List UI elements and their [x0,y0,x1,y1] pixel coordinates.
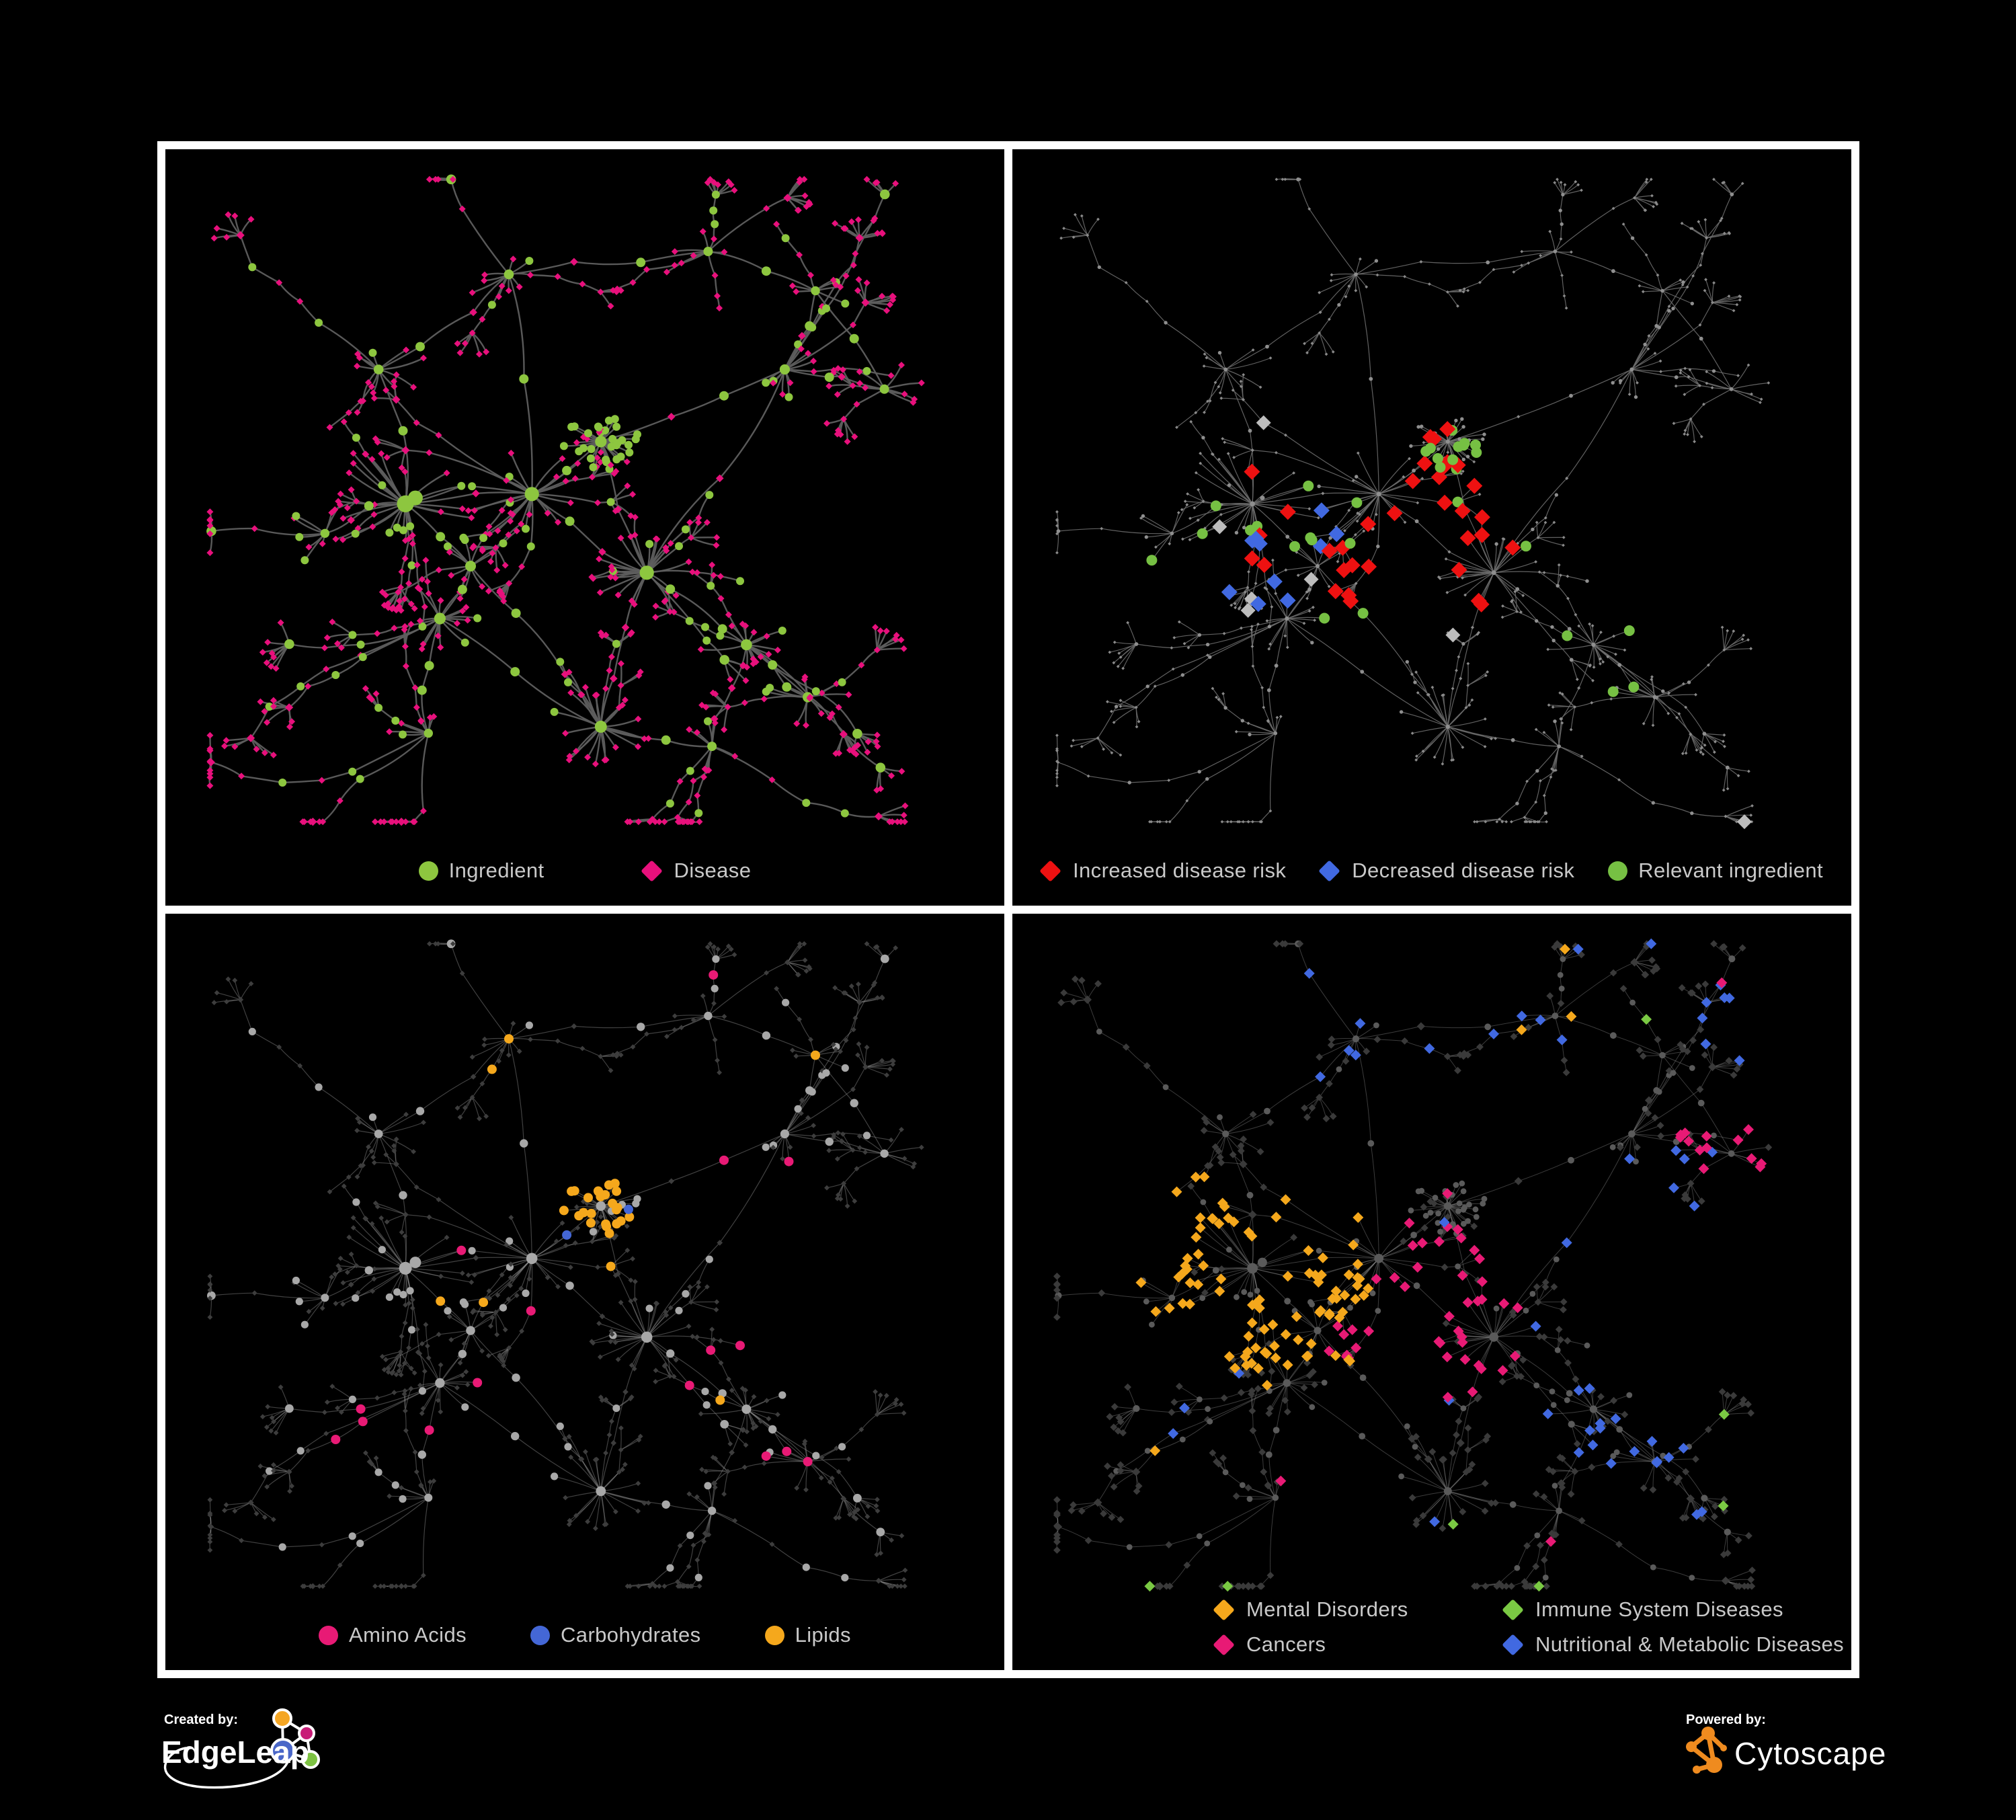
disease-diamond-marker [640,859,663,882]
edgeleap-swoosh [163,1747,290,1789]
relevant-ingredient-circle-marker [1608,861,1628,881]
legend-label: Ingredient [448,859,545,882]
increased-risk-diamond-marker [1039,859,1061,882]
created-by-label: Created by: [164,1712,238,1727]
legend-item-increased-risk: Increased disease risk [1039,859,1287,883]
legend-label: Amino Acids [349,1623,467,1647]
legend-item-relevant-ingredient: Relevant ingredient [1608,859,1823,883]
edgeleap-network-icon [270,1708,320,1769]
network-disease-classes [1053,938,1773,1592]
network-ingredient-disease [206,174,925,826]
network-ingredient-classes [207,939,924,1589]
legend-label: Immune System Diseases [1535,1597,1783,1621]
edgeleap-node-blue [270,1738,296,1764]
panel-ingredient-disease: Ingredient Disease [165,149,1004,906]
legend-label: Mental Disorders [1246,1597,1408,1621]
network-grid: Ingredient Disease Increased disease ris… [157,141,1859,1678]
edgeleap-logo: Created by: EdgeLeap [161,1708,320,1789]
panel-ingredient-classes: Amino Acids Carbohydrates Lipids [165,914,1004,1670]
legend-item-mental-disorders: Mental Disorders [1213,1597,1503,1622]
legend-disease-classes: Mental Disorders Immune System Diseases … [1213,1597,1845,1657]
cancers-diamond-marker [1213,1633,1235,1656]
edgeleap-node-pink [298,1725,315,1742]
edgeleap-brand[interactable]: EdgeLeap [161,1735,309,1770]
legend-item-carbohydrates: Carbohydrates [530,1623,701,1647]
legend-label: Lipids [795,1623,851,1647]
legend-label: Relevant ingredient [1638,859,1823,882]
nutritional-diseases-diamond-marker [1502,1633,1524,1656]
legend-label: Decreased disease risk [1352,859,1575,882]
carbohydrates-circle-marker [530,1625,551,1645]
legend-disease-risk: Increased disease risk Decreased disease… [1012,859,1851,883]
legend-item-immune-diseases: Immune System Diseases [1502,1597,1844,1622]
legend-label: Nutritional & Metabolic Diseases [1535,1632,1845,1656]
ingredient-circle-marker [418,861,438,881]
decreased-risk-diamond-marker [1318,859,1341,882]
edgeleap-node-green [301,1750,320,1769]
immune-diseases-diamond-marker [1502,1598,1524,1621]
cytoscape-network-icon [1686,1727,1727,1774]
network-disease-risk [1055,177,1771,830]
legend-item-ingredient: Ingredient [418,859,545,883]
cytoscape-logo: Powered by: Cytoscape [1686,1712,1886,1774]
edgeleap-node-orange [272,1708,292,1729]
legend-ingredient-disease: Ingredient Disease [165,859,1004,883]
legend-label: Carbohydrates [561,1623,701,1647]
cytoscape-brand[interactable]: Cytoscape [1734,1736,1886,1771]
amino-acids-circle-marker [319,1625,339,1645]
panel-disease-risk: Increased disease risk Decreased disease… [1012,149,1851,906]
legend-item-decreased-risk: Decreased disease risk [1318,859,1575,883]
legend-item-lipids: Lipids [764,1623,851,1647]
mental-disorders-diamond-marker [1213,1598,1235,1621]
legend-label: Increased disease risk [1073,859,1287,882]
legend-item-nutritional-diseases: Nutritional & Metabolic Diseases [1502,1632,1845,1657]
legend-item-disease: Disease [640,859,752,883]
legend-ingredient-classes: Amino Acids Carbohydrates Lipids [165,1623,1004,1647]
legend-label: Cancers [1246,1632,1326,1656]
lipids-circle-marker [764,1625,784,1645]
panel-disease-classes: Mental Disorders Immune System Diseases … [1012,914,1851,1670]
legend-label: Disease [674,859,752,882]
legend-item-amino-acids: Amino Acids [319,1623,467,1647]
legend-item-cancers: Cancers [1213,1632,1503,1657]
powered-by-label: Powered by: [1686,1712,1766,1727]
